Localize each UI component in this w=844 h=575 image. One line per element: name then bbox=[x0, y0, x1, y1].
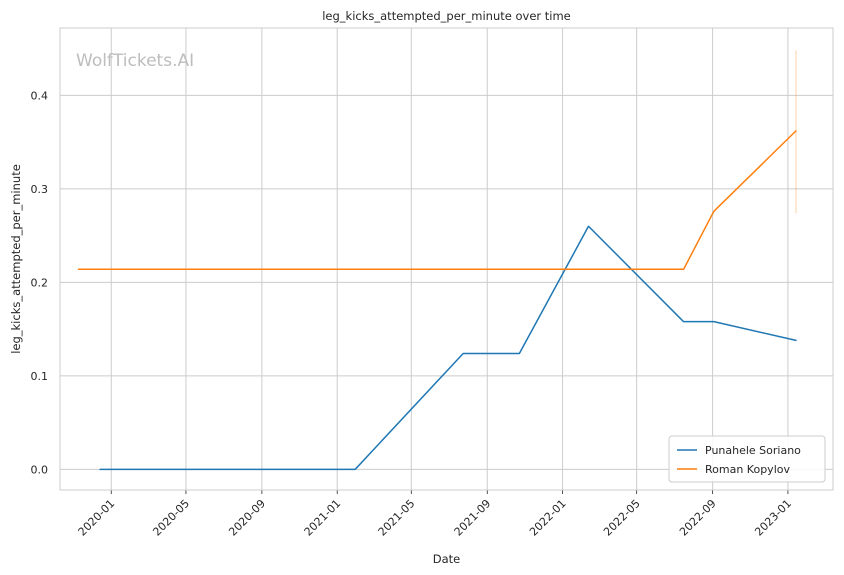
x-gridlines bbox=[110, 28, 789, 490]
y-tick-label: 0.3 bbox=[31, 183, 49, 196]
legend-label-punahele-soriano: Punahele Soriano bbox=[705, 444, 801, 457]
x-tick-label: 2022-01 bbox=[527, 497, 569, 539]
x-tick-label: 2021-09 bbox=[452, 497, 494, 539]
x-tick-label: 2021-01 bbox=[302, 497, 344, 539]
legend-box bbox=[668, 435, 826, 483]
x-tick-label: 2020-05 bbox=[150, 497, 192, 539]
watermark-text: WolfTickets.AI bbox=[76, 51, 194, 71]
chart-title: leg_kicks_attempted_per_minute over time bbox=[322, 9, 571, 23]
y-tick-label: 0.2 bbox=[31, 276, 49, 289]
x-tick-label: 2020-01 bbox=[76, 497, 118, 539]
legend: Punahele Soriano Roman Kopylov bbox=[668, 435, 826, 483]
y-tick-label: 0.1 bbox=[31, 370, 49, 383]
legend-label-roman-kopylov: Roman Kopylov bbox=[705, 463, 790, 476]
series-line-roman-kopylov bbox=[77, 130, 797, 271]
plot-area bbox=[60, 28, 833, 490]
series-lines bbox=[77, 130, 797, 471]
y-tick-labels: 0.0 0.1 0.2 0.3 0.4 bbox=[31, 89, 49, 476]
x-tick-label: 2022-09 bbox=[677, 497, 719, 539]
series-line-punahele-soriano bbox=[99, 225, 797, 471]
x-tick-labels: 2020-01 2020-05 2020-09 2021-01 2021-05 2021-… bbox=[76, 490, 794, 539]
x-tick-label: 2020-09 bbox=[226, 497, 268, 539]
x-tick-label: 2021-05 bbox=[376, 497, 418, 539]
x-tick-label: 2022-05 bbox=[601, 497, 643, 539]
y-axis-label: leg_kicks_attempted_per_minute bbox=[9, 164, 23, 354]
y-tick-label: 0.4 bbox=[31, 89, 49, 102]
y-tick-label: 0.0 bbox=[31, 463, 49, 476]
x-tick-label: 2023-01 bbox=[752, 497, 794, 539]
x-axis-label: Date bbox=[433, 552, 461, 566]
plot-frame bbox=[59, 27, 834, 491]
